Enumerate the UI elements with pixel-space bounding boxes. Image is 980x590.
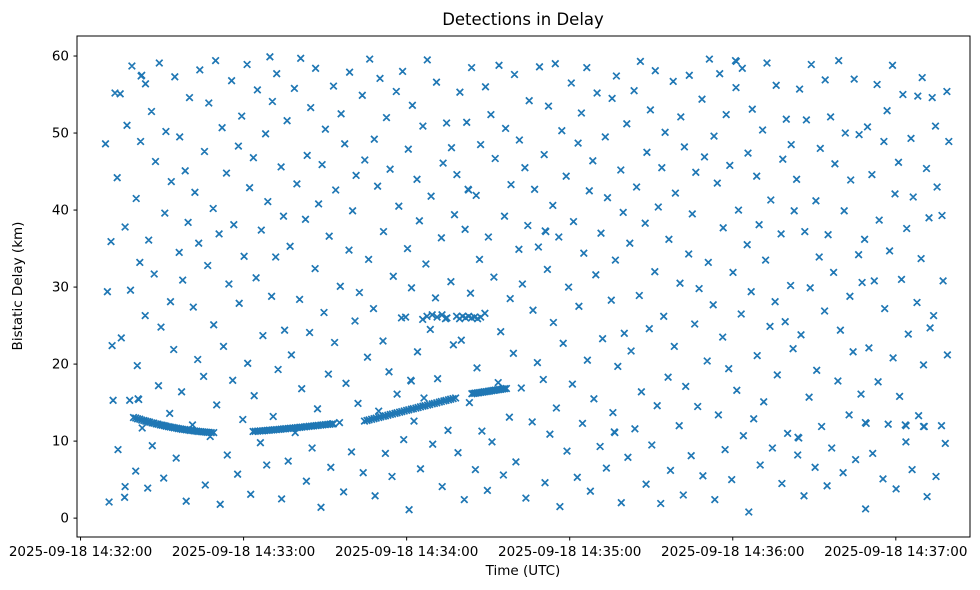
x-axis-label: Time (UTC) <box>485 563 561 579</box>
y-tick-label: 20 <box>52 357 69 373</box>
chart-title: Detections in Delay <box>442 10 604 29</box>
ticks-layer: 2025-09-18 14:32:00 2025-09-18 14:33:00 20… <box>9 49 968 560</box>
x-tick-label: 2025-09-18 14:32:00 <box>9 544 152 560</box>
scatter-points-layer <box>101 52 953 516</box>
y-tick-label: 50 <box>52 126 69 142</box>
y-tick-label: 30 <box>52 280 69 296</box>
x-tick-label: 2025-09-18 14:34:00 <box>335 544 478 560</box>
y-tick-label: 0 <box>60 511 69 527</box>
x-tick-label: 2025-09-18 14:33:00 <box>172 544 315 560</box>
y-tick-label: 10 <box>52 434 69 450</box>
x-tick-label: 2025-09-18 14:37:00 <box>824 544 967 560</box>
x-tick-label: 2025-09-18 14:36:00 <box>661 544 804 560</box>
y-tick-label: 60 <box>52 49 69 65</box>
y-tick-label: 40 <box>52 203 69 219</box>
scatter-points <box>101 52 953 516</box>
x-tick-label: 2025-09-18 14:35:00 <box>498 544 641 560</box>
y-axis-label: Bistatic Delay (km) <box>10 222 26 351</box>
axes-spines <box>76 35 971 538</box>
